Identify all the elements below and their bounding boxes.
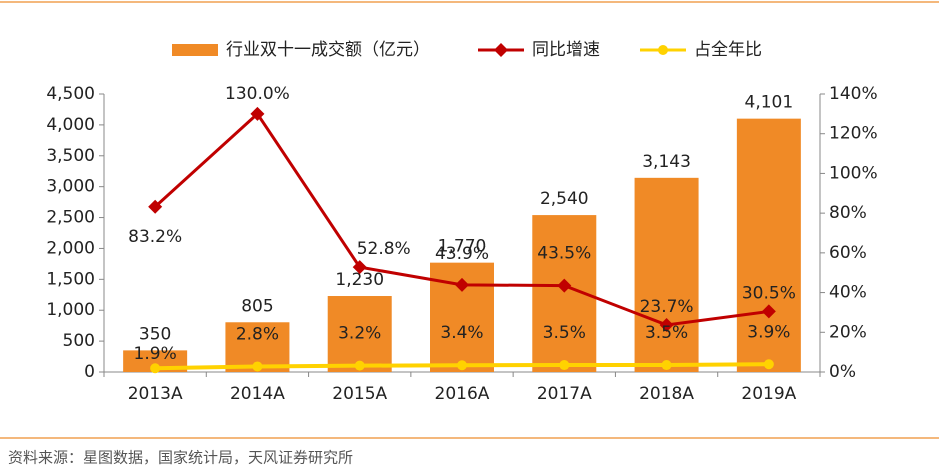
bar-value-label: 1,770 [438,237,487,257]
bar-value-label: 350 [139,324,171,344]
line-value-label: 2.8% [236,324,279,344]
y2-tick-label: 0% [829,362,856,382]
diamond-marker [352,260,367,275]
y-tick-label: 0 [84,362,95,382]
y2-tick-label: 60% [829,243,867,263]
bar [634,177,699,372]
legend-marker [494,43,508,57]
bar-value-label: 2,540 [540,189,589,209]
y2-tick-label: 40% [829,283,867,303]
line-value-label: 3.5% [543,323,586,343]
x-tick-label: 2013A [128,384,183,404]
legend-label: 占全年比 [694,40,762,60]
y-tick-label: 2,000 [46,238,95,258]
line-value-label: 43.5% [537,244,591,264]
circle-marker [457,360,467,371]
bar [327,296,392,372]
y-tick-label: 500 [63,331,95,351]
line-value-label: 43.9% [435,244,489,264]
y-tick-label: 4,000 [46,115,95,135]
bar-value-label: 1,230 [335,270,384,290]
line-value-label: 1.9% [134,344,177,364]
x-tick-label: 2018A [639,384,694,404]
diamond-marker [557,278,572,293]
circle-marker [354,360,365,371]
line-value-label: 30.5% [742,283,796,303]
bar-value-label: 805 [241,296,273,316]
y-tick-label: 1,500 [46,269,95,289]
legend-marker [658,45,668,55]
y2-tick-label: 100% [829,163,878,183]
y2-tick-label: 80% [829,203,867,223]
circle-marker [661,360,672,371]
legend-label: 同比增速 [532,40,600,60]
y2-tick-label: 140% [829,84,878,104]
circle-marker [150,363,161,374]
x-tick-label: 2014A [230,384,285,404]
line-value-label: 3.2% [338,324,381,344]
y-tick-label: 3,500 [46,146,95,166]
x-tick-label: 2015A [332,384,387,404]
x-tick-label: 2019A [741,384,796,404]
y-tick-label: 4,500 [46,84,95,104]
line-value-label: 3.4% [440,323,483,343]
circle-marker [763,359,774,370]
circle-marker [252,361,263,372]
circle-marker [559,360,570,371]
y2-tick-label: 20% [829,322,867,342]
diamond-marker [250,106,265,121]
line-value-label: 130.0% [225,84,290,104]
x-tick-label: 2017A [537,384,592,404]
diamond-marker [659,317,674,332]
legend-swatch [172,44,218,56]
diamond-marker [455,277,469,292]
line-value-label: 3.9% [747,322,790,342]
source-note: 资料来源：星图数据，国家统计局，天风证券研究所 [8,449,353,467]
diamond-marker [148,199,163,214]
y2-tick-label: 120% [829,124,878,144]
y-tick-label: 2,500 [46,208,95,228]
legend-label: 行业双十一成交额（亿元） [226,40,430,60]
line-value-label: 83.2% [128,227,182,247]
diamond-marker [761,304,776,319]
line-value-label: 52.8% [357,239,411,259]
bar-value-label: 4,101 [745,93,794,113]
y-tick-label: 3,000 [46,177,95,197]
x-tick-label: 2016A [435,384,490,404]
line-value-label: 23.7% [640,297,694,317]
line-value-label: 3.5% [645,323,688,343]
bar-value-label: 3,143 [642,152,691,172]
y-tick-label: 1,000 [46,300,95,320]
bar [736,118,801,373]
